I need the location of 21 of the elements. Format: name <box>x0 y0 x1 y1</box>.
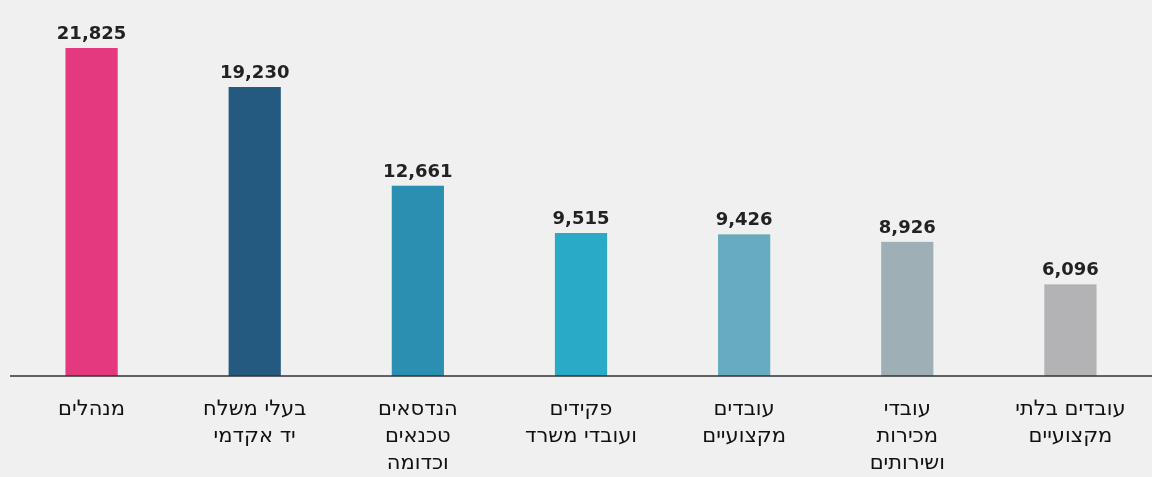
bar <box>391 185 444 376</box>
data-label: 12,661 <box>383 159 453 181</box>
x-tick-label: עובדים מקצועיים <box>702 396 787 447</box>
data-label: 9,426 <box>715 208 773 230</box>
bar <box>1044 284 1097 376</box>
bar <box>881 241 934 376</box>
x-tick-label: פקידים ועובדי משרד <box>524 396 638 447</box>
data-label: 6,096 <box>1041 258 1099 280</box>
data-label: 9,515 <box>552 207 610 228</box>
bar <box>65 48 118 376</box>
x-tick-label: עובדים בלתי מקצועיים <box>1015 396 1126 447</box>
x-tick-label: הנדסאים טכנאים וכדומה <box>377 396 458 474</box>
x-tick-label: עובדי מכירות ושירותים <box>869 396 945 474</box>
x-tick-label: בעלי משלח יד אקדמי <box>203 396 307 447</box>
bar <box>228 87 281 376</box>
data-label: 19,230 <box>219 61 290 82</box>
x-tick-label: מנהלים <box>58 396 126 420</box>
data-label: 8,926 <box>878 215 936 237</box>
data-label: 21,825 <box>56 22 127 43</box>
bar <box>718 234 771 376</box>
bar <box>554 233 608 376</box>
